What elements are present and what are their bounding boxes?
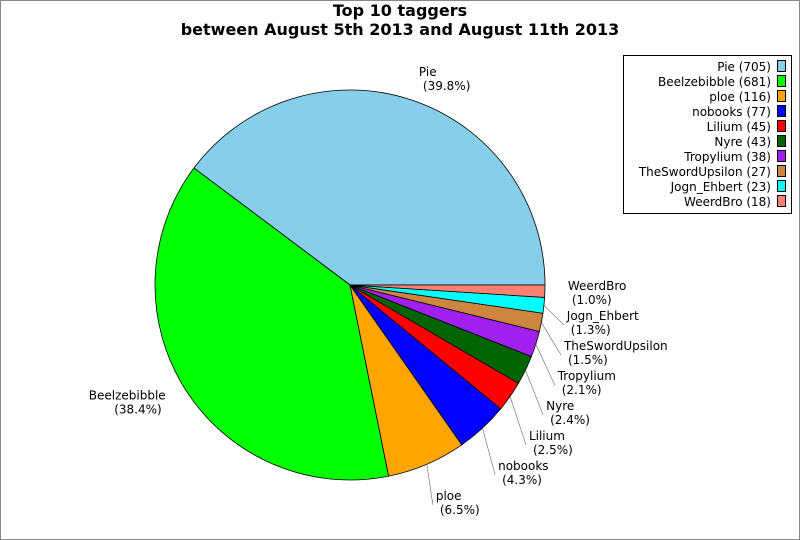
slice-percent-label: (39.8%) [423,79,470,93]
legend-swatch [777,60,786,72]
slice-label: ploe [436,489,462,503]
leader-line [426,464,434,505]
leader-line [509,396,527,446]
legend-swatch [777,90,786,102]
legend-swatch [777,105,786,117]
slice-label: Tropylium [557,369,616,383]
legend-swatch [777,135,786,147]
leader-line [482,428,496,476]
slice-percent-label: (2.4%) [550,413,590,427]
pie-slice-pie [193,89,546,286]
slice-label: Jogn_Ehbert [566,309,639,323]
pie-slice-beelzebibble [154,167,390,481]
leader-line [543,305,565,326]
legend-entry: Beelzebibble (681) [658,75,771,89]
legend-entry: TheSwordUpsilon (27) [638,165,771,179]
slice-percent-label: (6.5%) [440,503,480,517]
slice-percent-label: (1.3%) [571,323,611,337]
chart-subtitle: between August 5th 2013 and August 11th … [181,20,620,39]
slice-label: WeerdBro [568,279,627,293]
slice-percent-label: (4.3%) [502,473,542,487]
slice-label: Pie [419,65,437,79]
leader-line [541,322,562,356]
legend-entry: Pie (705) [717,60,771,74]
legend: Pie (705)Beelzebibble (681)ploe (116)nob… [623,55,792,214]
slice-label: Beelzebibble [89,388,166,402]
slice-percent-label: (2.1%) [562,383,602,397]
legend-swatch [777,180,786,192]
chart-title: Top 10 taggers [333,1,467,20]
slice-percent-label: (38.4%) [114,402,161,416]
leader-line [535,344,555,386]
legend-swatch [777,150,786,162]
slice-label: TheSwordUpsilon [563,339,668,353]
legend-swatch [777,75,786,87]
legend-entry: Jogn_Ehbert (23) [670,180,771,194]
slice-percent-label: (1.5%) [568,353,608,367]
slice-label: nobooks [498,459,548,473]
legend-entry: Tropylium (38) [683,150,771,164]
legend-entry: ploe (116) [709,90,771,104]
slice-label: Lilium [529,429,565,443]
slice-percent-label: (1.0%) [572,293,612,307]
legend-entry: Nyre (43) [714,135,771,149]
legend-entry: nobooks (77) [692,105,771,119]
legend-box [623,55,792,214]
slice-percent-label: (2.5%) [533,443,573,457]
legend-swatch [777,195,786,207]
leader-line [525,370,544,416]
pie-slice-weerdbro [349,284,546,298]
legend-entry: Lilium (45) [707,120,771,134]
legend-entry: WeerdBro (18) [684,195,771,209]
legend-swatch [777,120,786,132]
legend-swatch [777,165,786,177]
slice-label: Nyre [546,399,574,413]
